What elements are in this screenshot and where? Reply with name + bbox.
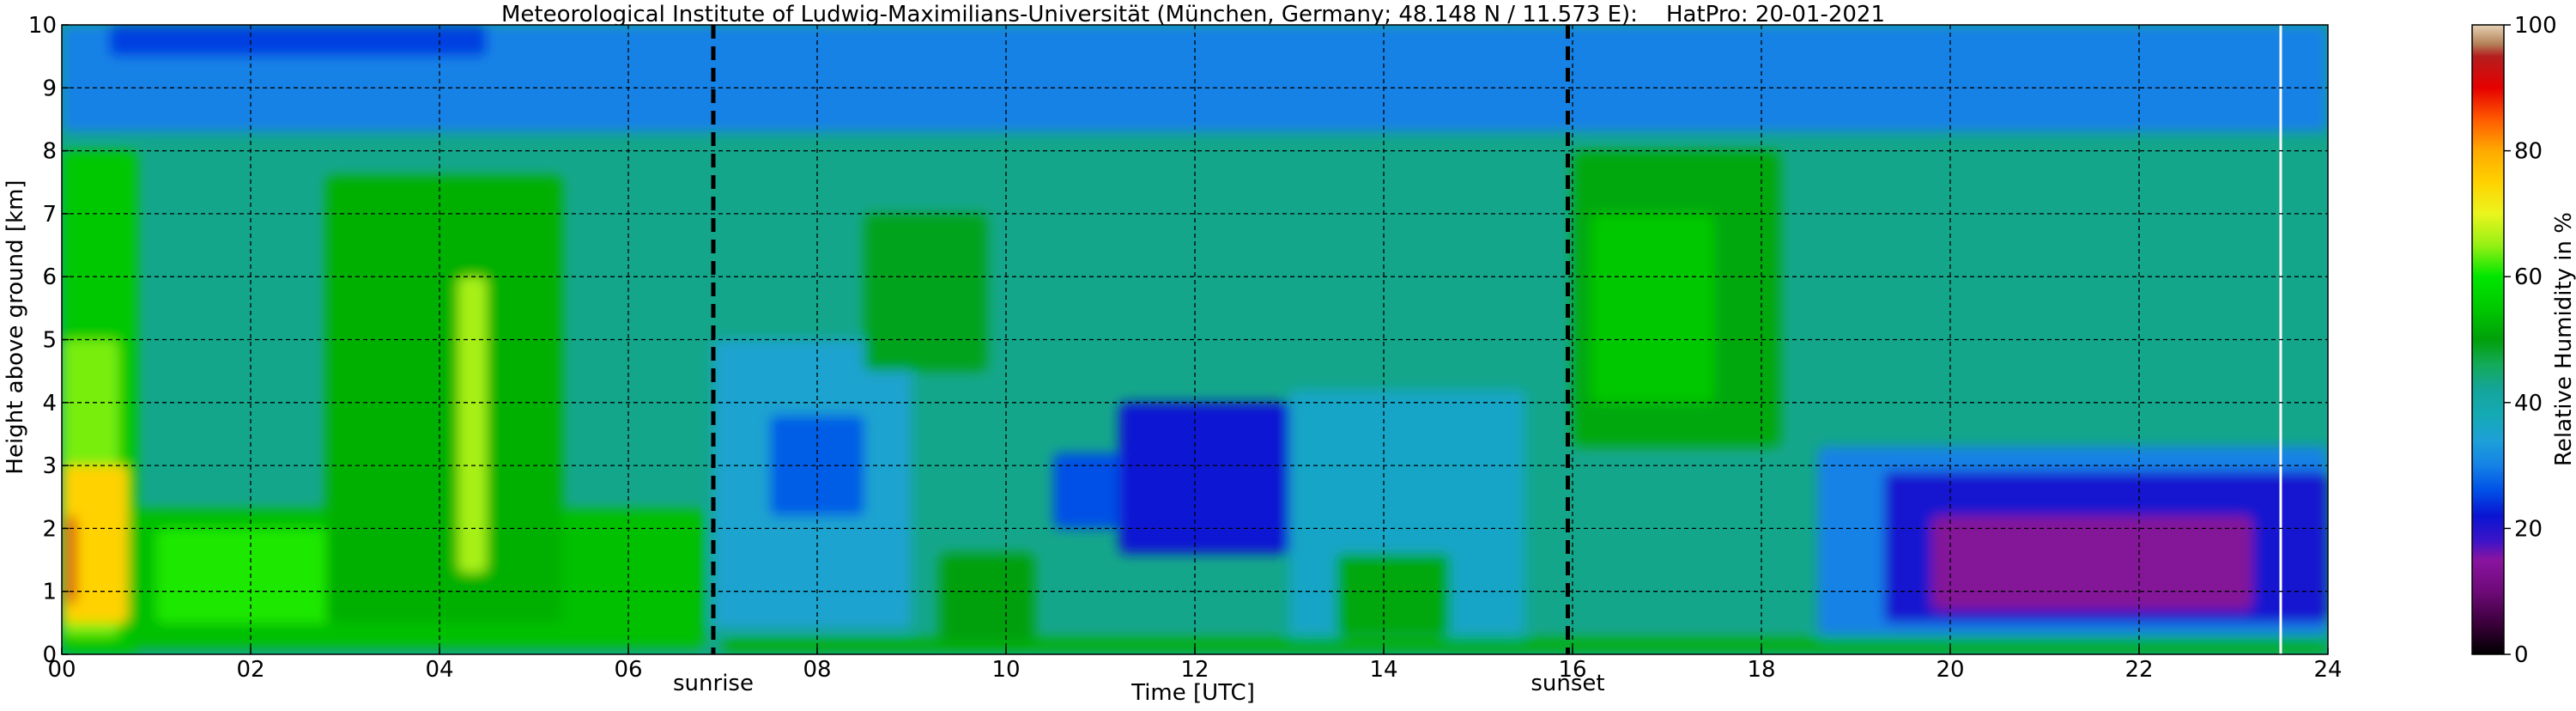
colorbar-ticks: 0 20 40 60 80 100: [2504, 13, 2557, 668]
humidity-region-8: [326, 175, 562, 623]
y-axis-ticks: 0 1 2 3 4 5 6 7 8 9 10: [28, 13, 69, 668]
colorbar-tick-label: 0: [2514, 642, 2529, 668]
humidity-region-13: [940, 553, 1034, 642]
x-tick-label: 22: [2124, 657, 2153, 683]
colorbar-label: Relative Humidity in %: [2551, 212, 2576, 466]
y-tick-label: 1: [42, 580, 57, 605]
x-tick-label: 08: [803, 657, 831, 683]
y-tick-label: 4: [42, 391, 57, 416]
colorbar-tick-label: 100: [2514, 13, 2557, 39]
humidity-region-4: [62, 465, 128, 623]
humidity-region-5: [66, 515, 76, 605]
y-tick-label: 9: [42, 76, 57, 101]
humidity-region-10: [723, 638, 2328, 652]
y-axis-label: Height above ground [km]: [3, 179, 28, 474]
x-axis-ticks: 00 02 04 06 08 10 12 14 16 18 20 22 24: [47, 647, 2343, 683]
humidity-region-1: [109, 25, 487, 57]
colorbar-tick-label: 60: [2514, 264, 2543, 290]
x-axis-label: Time [UTC]: [1130, 680, 1255, 706]
y-tick-label: 6: [42, 264, 57, 290]
humidity-region-16: [1119, 402, 1336, 554]
sunset-label: sunset: [1530, 671, 1604, 696]
chart-title: Meteorological Institute of Ludwig-Maxim…: [501, 2, 1885, 27]
y-tick-label: 10: [28, 13, 57, 39]
x-tick-label: 04: [425, 657, 453, 683]
humidity-region-23: [1931, 515, 2252, 611]
y-tick-label: 3: [42, 453, 57, 479]
colorbar-gradient: [2471, 24, 2505, 655]
x-tick-label: 20: [1936, 657, 1964, 683]
x-tick-label: 10: [991, 657, 1020, 683]
x-tick-label: 02: [236, 657, 264, 683]
x-tick-label: 00: [47, 657, 76, 683]
x-tick-label: 16: [1558, 657, 1586, 683]
humidity-region-18: [1336, 553, 1450, 636]
colorbar-tick-label: 40: [2514, 391, 2543, 416]
sunrise-label: sunrise: [673, 671, 754, 696]
y-tick-label: 5: [42, 328, 57, 354]
x-tick-label: 24: [2313, 657, 2342, 683]
sun-annotations: sunrise sunset: [673, 25, 1605, 696]
grid-lines: [62, 25, 2328, 654]
colorbar: [2471, 24, 2505, 655]
y-tick-label: 7: [42, 202, 57, 228]
colorbar-tick-label: 80: [2514, 139, 2543, 165]
humidity-region-20: [1591, 213, 1714, 403]
humidity-region-9: [458, 276, 487, 573]
y-tick-label: 8: [42, 139, 57, 165]
x-tick-label: 06: [614, 657, 642, 683]
colorbar-tick-label: 20: [2514, 516, 2543, 542]
y-tick-label: 2: [42, 516, 57, 542]
x-tick-label: 18: [1747, 657, 1775, 683]
x-tick-label: 12: [1180, 657, 1209, 683]
y-tick-label: 0: [42, 642, 57, 668]
x-tick-label: 14: [1369, 657, 1397, 683]
humidity-region-14: [864, 213, 987, 372]
